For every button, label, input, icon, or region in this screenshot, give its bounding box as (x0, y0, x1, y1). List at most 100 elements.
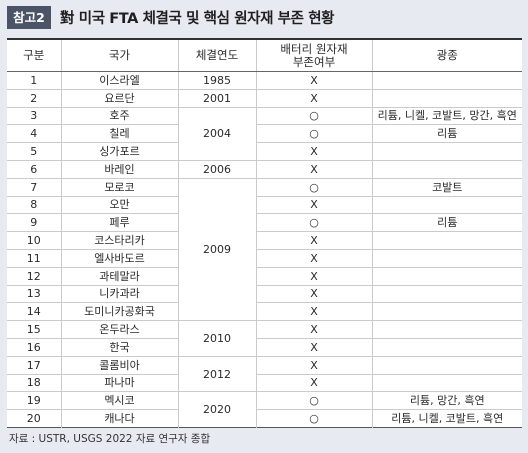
row-number: 8 (7, 195, 61, 214)
minerals-cell (371, 337, 522, 357)
minerals-cell (371, 284, 522, 303)
row-number: 19 (7, 391, 61, 410)
battery-reserve-cell: ○ (255, 124, 372, 143)
country-cell: 페루 (60, 213, 178, 232)
country-cell: 한국 (60, 337, 178, 357)
battery-reserve-cell: X (255, 159, 372, 179)
country-cell: 오만 (60, 195, 178, 214)
minerals-cell (371, 159, 522, 179)
agreement-year-cell: 2010 (177, 320, 256, 357)
table-row: 13 니카과라 X (7, 284, 522, 303)
table-row: 6 바레인 2006 X (7, 159, 522, 179)
minerals-cell: 리튬, 니켈, 코발트, 망간, 흑연 (371, 106, 522, 125)
battery-reserve-cell: X (255, 266, 372, 286)
minerals-cell (371, 355, 522, 375)
minerals-cell (371, 142, 522, 161)
country-cell: 니카과라 (60, 284, 178, 303)
minerals-cell (371, 302, 522, 321)
battery-reserve-cell: ○ (255, 106, 372, 125)
row-number: 16 (7, 337, 61, 357)
table-row: 16 한국 X (7, 337, 522, 357)
minerals-cell: 리튬 (371, 124, 522, 143)
country-cell: 이스라엘 (60, 71, 178, 90)
row-number: 12 (7, 266, 61, 286)
table-row: 15 온두라스 2010 X (7, 320, 522, 357)
table-row: 17 콜롬비아 2012 X (7, 355, 522, 392)
table-header-row: 구분 국가 체결연도 배터리 원자재 부존여부 광종 (7, 39, 522, 72)
minerals-cell (371, 71, 522, 90)
battery-reserve-cell: ○ (255, 177, 372, 197)
row-number: 1 (30, 73, 38, 87)
country-cell: 엘사바도르 (60, 248, 178, 268)
header-country: 국가 (60, 39, 178, 72)
header-battery-line2: 부존여부 (292, 54, 336, 69)
battery-reserve-cell: X (255, 373, 372, 392)
row-number: 6 (7, 159, 61, 179)
minerals-cell (371, 231, 522, 250)
table-row: 1 이스라엘 1985 X (7, 71, 522, 90)
minerals-cell: 리튬 (371, 213, 522, 232)
minerals-cell: 리튬, 망간, 흑연 (371, 391, 522, 410)
battery-reserve-cell: X (255, 284, 372, 303)
row-number: 15 (7, 320, 61, 339)
agreement-year-cell: 2009 (177, 177, 256, 321)
agreement-year-cell: 2004 (177, 106, 256, 161)
country-cell: 호주 (60, 106, 178, 125)
country-cell: 코스타리카 (60, 231, 178, 250)
row-number: 18 (7, 373, 61, 392)
table-row: 10 코스타리카 X (7, 231, 522, 250)
agreement-year-cell: 2006 (177, 159, 256, 179)
fta-partner-table: 구분 국가 체결연도 배터리 원자재 부존여부 광종 1 이스라엘 1985 X 2 요르… (7, 38, 522, 428)
country-cell: 모로코 (60, 177, 178, 197)
battery-reserve-cell: X (255, 88, 372, 108)
row-number: 7 (7, 177, 61, 197)
row-number: 17 (7, 355, 61, 375)
country-cell: 파나마 (60, 373, 178, 392)
battery-reserve-cell: ○ (255, 391, 372, 410)
title-bar: 참고2 對 미국 FTA 체결국 및 핵심 원자재 부존 현황 (7, 6, 334, 29)
country-cell: 온두라스 (60, 320, 178, 339)
minerals-cell (371, 266, 522, 286)
table-row: 2 요르단 2001 X (7, 88, 522, 108)
header-battery-reserve: 배터리 원자재 부존여부 (255, 39, 372, 72)
minerals-cell: 코발트 (371, 177, 522, 197)
table-row: 12 과테말라 X (7, 266, 522, 286)
agreement-year-cell: 1985 (177, 71, 256, 90)
minerals-cell (371, 195, 522, 214)
row-number: 5 (7, 142, 61, 161)
table-body: 1 이스라엘 1985 X 2 요르단 2001 X 3 호주 2004 ○ 리튬, 니켈, 코발트, … (7, 71, 522, 428)
minerals-cell (371, 373, 522, 392)
table-row: 14 도미니카공화국 X (7, 302, 522, 321)
battery-reserve-cell: X (255, 248, 372, 268)
row-number: 4 (7, 124, 61, 143)
battery-reserve-cell: ○ (255, 213, 372, 232)
battery-reserve-cell: ○ (255, 409, 372, 428)
row-number: 14 (7, 302, 61, 321)
row-number: 13 (7, 284, 61, 303)
agreement-year-cell: 2020 (177, 391, 256, 428)
battery-reserve-cell: X (255, 142, 372, 161)
country-cell: 요르단 (60, 88, 178, 108)
table-row: 11 엘사바도르 X (7, 248, 522, 268)
table-row: 18 파나마 X (7, 373, 522, 392)
battery-reserve-cell: X (255, 302, 372, 321)
header-year: 체결연도 (177, 39, 256, 72)
table-row: 4 칠레 ○ 리튬 (7, 124, 522, 143)
agreement-year-cell: 2001 (177, 88, 256, 108)
table-row: 19 멕시코 2020 ○ 리튬, 망간, 흑연 (7, 391, 522, 428)
table-row: 3 호주 2004 ○ 리튬, 니켈, 코발트, 망간, 흑연 (7, 106, 522, 161)
table-row: 8 오만 X (7, 195, 522, 214)
battery-reserve-cell: X (255, 195, 372, 214)
minerals-cell (371, 320, 522, 339)
country-cell: 칠레 (60, 124, 178, 143)
row-number: 20 (7, 409, 61, 428)
row-number: 9 (7, 213, 61, 232)
row-number: 10 (7, 231, 61, 250)
row-number: 11 (7, 248, 61, 268)
country-cell: 콜롬비아 (60, 355, 178, 375)
table-row: 9 페루 ○ 리튬 (7, 213, 522, 232)
page-title: 對 미국 FTA 체결국 및 핵심 원자재 부존 현황 (60, 11, 335, 27)
row-number: 2 (7, 88, 61, 108)
battery-reserve-cell: X (255, 320, 372, 339)
table-row: 20 캐나다 ○ 리튬, 니켈, 코발트, 흑연 (7, 409, 522, 428)
